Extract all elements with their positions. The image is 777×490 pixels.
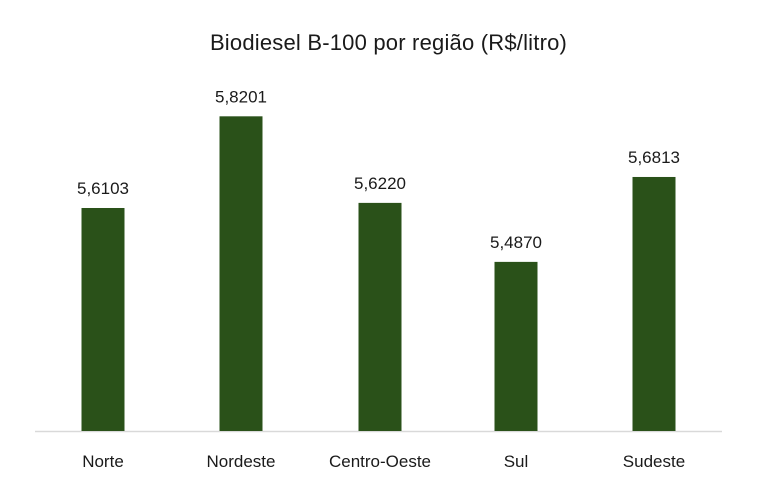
category-label: Centro-Oeste — [329, 452, 431, 471]
value-label: 5,8201 — [215, 87, 267, 106]
category-label: Nordeste — [207, 452, 276, 471]
bars-group — [81, 116, 676, 432]
bar-centro-oeste — [358, 202, 402, 431]
bar-nordeste — [219, 116, 263, 432]
value-label: 5,6220 — [354, 174, 406, 193]
value-labels-group: 5,6103 5,8201 5,6220 5,4870 5,6813 — [77, 87, 680, 252]
bar-norte — [81, 207, 125, 431]
value-label: 5,4870 — [490, 233, 542, 252]
category-label: Sudeste — [623, 452, 685, 471]
bar-sudeste — [632, 176, 676, 431]
category-label: Norte — [82, 452, 124, 471]
chart-title: Biodiesel B-100 por região (R$/litro) — [209, 30, 568, 55]
bar-sul — [494, 261, 538, 431]
category-labels-group: Norte Nordeste Centro-Oeste Sul Sudeste — [82, 452, 685, 471]
value-label: 5,6103 — [77, 179, 129, 198]
value-label: 5,6813 — [628, 148, 680, 167]
category-label: Sul — [504, 452, 529, 471]
